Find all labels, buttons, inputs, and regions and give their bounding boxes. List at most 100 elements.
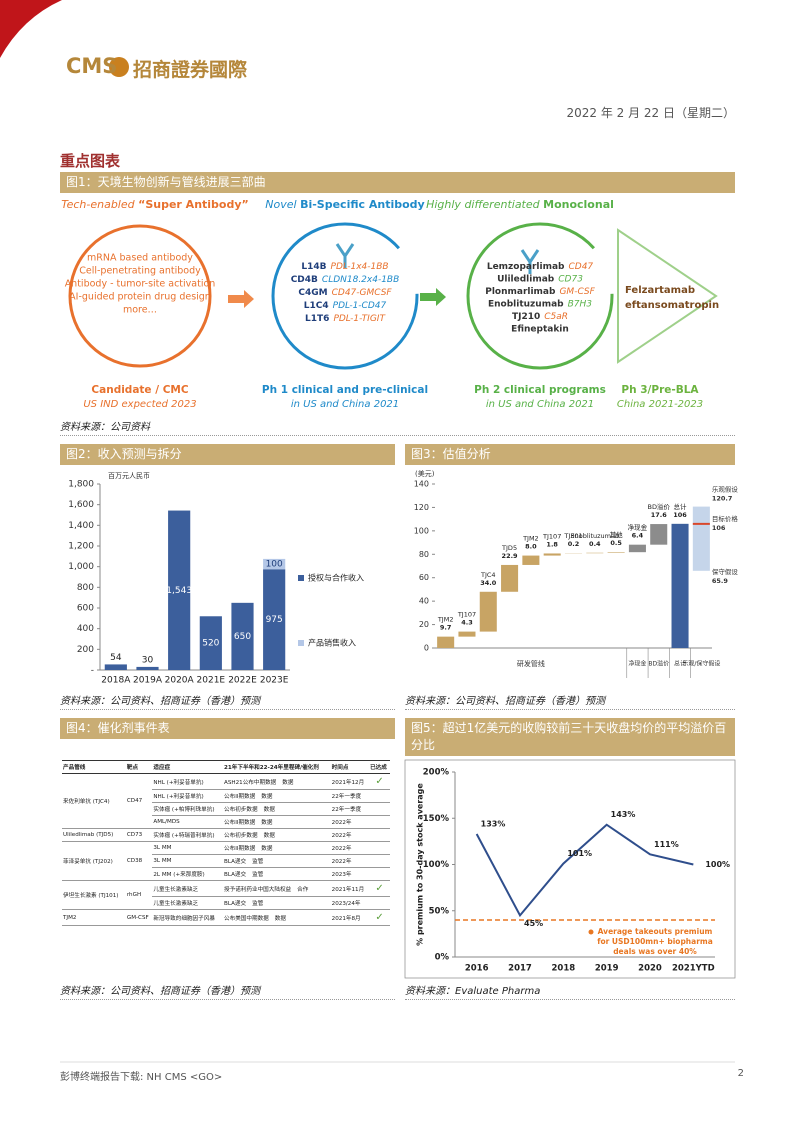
table-cell: CD47 bbox=[125, 773, 153, 829]
table-cell bbox=[369, 867, 390, 881]
data-label: 106 bbox=[673, 511, 687, 519]
data-label: 1.8 bbox=[546, 540, 558, 548]
table-cell: NHL (+利妥昔单抗) bbox=[152, 789, 224, 803]
y-tick-label: 400 bbox=[77, 624, 94, 634]
table-cell: rhGH bbox=[125, 880, 153, 910]
table-cell: 21年下半年和22-24年里程碑/催化剂 bbox=[223, 760, 331, 774]
table-cell: 2023年 bbox=[330, 867, 370, 881]
table-cell: 适应症 bbox=[152, 760, 224, 774]
table-cell: 2L MM (+来那度胺) bbox=[152, 867, 224, 881]
y-axis-title: % premium to 30-day stock average bbox=[416, 783, 425, 946]
table-cell: 实体瘤 (+特瑞普利单抗) bbox=[152, 828, 224, 842]
table-cell bbox=[369, 802, 390, 816]
bar-category: TJ107 bbox=[542, 532, 561, 540]
y-tick-label: 40 bbox=[419, 597, 429, 606]
table-cell bbox=[369, 841, 390, 855]
stage-item: eftansomatropin bbox=[625, 300, 719, 311]
item-name: Uliledlimab bbox=[497, 274, 555, 284]
bar bbox=[231, 602, 254, 670]
annotation-dot bbox=[588, 929, 594, 935]
table-cell bbox=[369, 854, 390, 868]
table-row: 3L MM BLA递交 监管 2022年 bbox=[62, 854, 390, 868]
table-cell: 2023/24年 bbox=[330, 896, 370, 910]
table-cell bbox=[369, 789, 390, 803]
x-tick-label: 2020A bbox=[165, 676, 195, 686]
stage-item: TJ210 C5aR bbox=[512, 312, 568, 322]
stage-item: Cell-penetrating antibody bbox=[79, 266, 201, 277]
data-label: 975 bbox=[266, 615, 283, 625]
bar-category: 其他 bbox=[610, 530, 624, 539]
bar-category: 总计 bbox=[674, 502, 688, 511]
table-cell: 2021年12月 bbox=[330, 773, 370, 790]
item-target: PDL-1x4-1BB bbox=[331, 262, 389, 272]
data-label: 6.4 bbox=[632, 532, 644, 540]
y-tick-label: 1,600 bbox=[68, 500, 94, 510]
figure-title: 图1：天境生物创新与管线进展三部曲 bbox=[60, 172, 735, 193]
stage-heading: Novel Bi-Specific Antibody bbox=[265, 198, 424, 211]
stage-item: L1T6 PDL-1-TIGIT bbox=[305, 314, 386, 324]
bar bbox=[104, 664, 127, 670]
annotation: for USD100mn+ biopharma bbox=[597, 937, 713, 946]
table-cell: 2022年 bbox=[330, 854, 370, 868]
table-text: 数据 bbox=[261, 846, 273, 852]
annotation: Average takeouts premium bbox=[598, 927, 713, 936]
bar bbox=[263, 558, 286, 570]
table-text: BLA递交 bbox=[224, 859, 247, 865]
y-tick-label: 800 bbox=[77, 583, 94, 593]
item-target: PDL-1-TIGIT bbox=[333, 314, 386, 324]
y-tick-label: 1,200 bbox=[68, 542, 94, 552]
bar bbox=[458, 631, 476, 637]
plot-frame bbox=[404, 759, 736, 979]
data-label: 45% bbox=[524, 919, 543, 928]
table-cell: ✓ bbox=[369, 773, 390, 790]
y-tick-label: 140 bbox=[414, 480, 429, 489]
footer-text: 彭博终端报告下载: NH CMS <GO> bbox=[60, 1072, 223, 1083]
page-number: 2 bbox=[737, 1068, 744, 1079]
bar-category: Enoblituzumab bbox=[571, 532, 620, 540]
table-cell: 2022年 bbox=[330, 815, 370, 829]
stage-item: Plonmarlimab GM-CSF bbox=[485, 287, 595, 297]
data-label: 34.0 bbox=[480, 579, 497, 587]
heading-prefix: Tech-enabled bbox=[61, 198, 138, 211]
table-cell: ASH21公布中期数据 数据 bbox=[223, 773, 331, 790]
stage-shape bbox=[617, 228, 718, 364]
table-cell: 已达成 bbox=[369, 760, 390, 774]
table-cell: 儿童生长激素缺乏 bbox=[152, 896, 224, 910]
table-cell: 2022年 bbox=[330, 841, 370, 855]
data-label: 133% bbox=[481, 819, 506, 828]
bar-category: TJM2 bbox=[522, 535, 539, 543]
item-name: Efineptakin bbox=[511, 324, 569, 334]
logo-text: CMS bbox=[66, 54, 118, 78]
bar bbox=[437, 636, 455, 648]
table-cell: 3L MM bbox=[152, 854, 224, 868]
y-tick-label: - bbox=[91, 666, 94, 676]
table-cell: 2021年11月 bbox=[330, 880, 370, 897]
table-row: Uliledlimab (TJD5) CD73 实体瘤 (+特瑞普利单抗) 公布初步数… bbox=[62, 828, 390, 842]
data-label: 100% bbox=[705, 860, 730, 869]
report-date: 2022 年 2 月 22 日（星期二） bbox=[566, 106, 735, 120]
bar bbox=[543, 553, 561, 556]
table-cell: 22年一季度 bbox=[330, 789, 370, 803]
table-cell bbox=[369, 815, 390, 829]
x-tick-label: 2018 bbox=[551, 964, 575, 974]
table-cell: BLA递交 监管 bbox=[223, 896, 331, 910]
item-name: Lemzoparlimab bbox=[487, 262, 565, 272]
table-cell: 新冠导致的细胞因子风暴 bbox=[152, 909, 224, 926]
x-group-label: BD溢价 bbox=[648, 660, 669, 668]
stage-subcaption: in US and China 2021 bbox=[291, 399, 399, 410]
table-text: 公布初步数据 bbox=[224, 833, 258, 839]
table-row: 产品管线 靶点 适应症 21年下半年和22-24年里程碑/催化剂 时间点 已达成 bbox=[62, 760, 390, 774]
stage-item: more… bbox=[123, 305, 157, 316]
bar-category: BD溢价 bbox=[647, 502, 670, 511]
data-label: 1,543 bbox=[166, 586, 192, 596]
antibody-icon bbox=[335, 243, 540, 274]
table-cell: GM-CSF bbox=[125, 909, 153, 926]
table-cell: Uliledlimab (TJD5) bbox=[62, 828, 126, 842]
data-label: 0.4 bbox=[589, 540, 601, 548]
bar bbox=[479, 591, 497, 632]
axis-unit: (美元) bbox=[415, 469, 435, 478]
table-cell: TJM2 bbox=[62, 909, 126, 926]
table-row: 菲泽妥单抗 (TJ202) CD38 3L MM 公布II期数据 数据 2022年 bbox=[62, 841, 390, 881]
figure-title: 图2：收入预测与拆分 bbox=[60, 444, 395, 465]
